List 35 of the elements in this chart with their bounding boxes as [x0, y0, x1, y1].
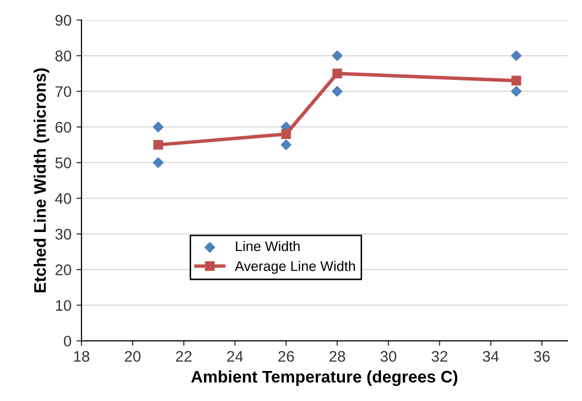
point — [280, 140, 292, 150]
y-tick-label: 0 — [64, 336, 72, 347]
x-tick-label: 28 — [330, 350, 346, 362]
x-tick-label: 24 — [227, 350, 243, 362]
point — [332, 68, 342, 78]
point — [332, 50, 343, 61]
x-axis-title: Ambient Temperature (degrees C) — [191, 370, 458, 386]
y-tick-label: 50 — [55, 157, 72, 168]
y-tick-label: 60 — [56, 122, 72, 133]
point — [152, 122, 164, 132]
x-tick-label: 32 — [432, 350, 448, 362]
x-tick-label: 22 — [176, 350, 192, 362]
point — [153, 140, 164, 150]
y-tick-label: 80 — [55, 50, 72, 62]
y-tick-label: 90 — [55, 14, 72, 26]
x-tick-label: 26 — [278, 350, 294, 362]
x-tick-label: 30 — [380, 350, 396, 362]
point — [281, 129, 291, 139]
y-tick-label: 30 — [55, 228, 72, 240]
y-tick-label: 40 — [55, 193, 72, 204]
y-tick-label: 20 — [56, 264, 72, 276]
x-tick-label: 36 — [534, 350, 550, 362]
x-tick-label: 34 — [482, 350, 499, 362]
point — [332, 86, 343, 97]
y-tick-label: 10 — [56, 300, 72, 311]
x-tick-label: 18 — [74, 350, 90, 362]
point — [510, 86, 522, 97]
point — [152, 157, 164, 168]
point — [511, 76, 522, 86]
y-axis-title: Etched Line Width (microns) — [34, 68, 50, 292]
point — [510, 50, 522, 61]
legend-label: Average Line Width — [234, 260, 355, 274]
x-tick-label: 20 — [124, 350, 141, 362]
legend-label: Line Width — [236, 240, 300, 252]
y-tick-label: 70 — [56, 86, 72, 98]
